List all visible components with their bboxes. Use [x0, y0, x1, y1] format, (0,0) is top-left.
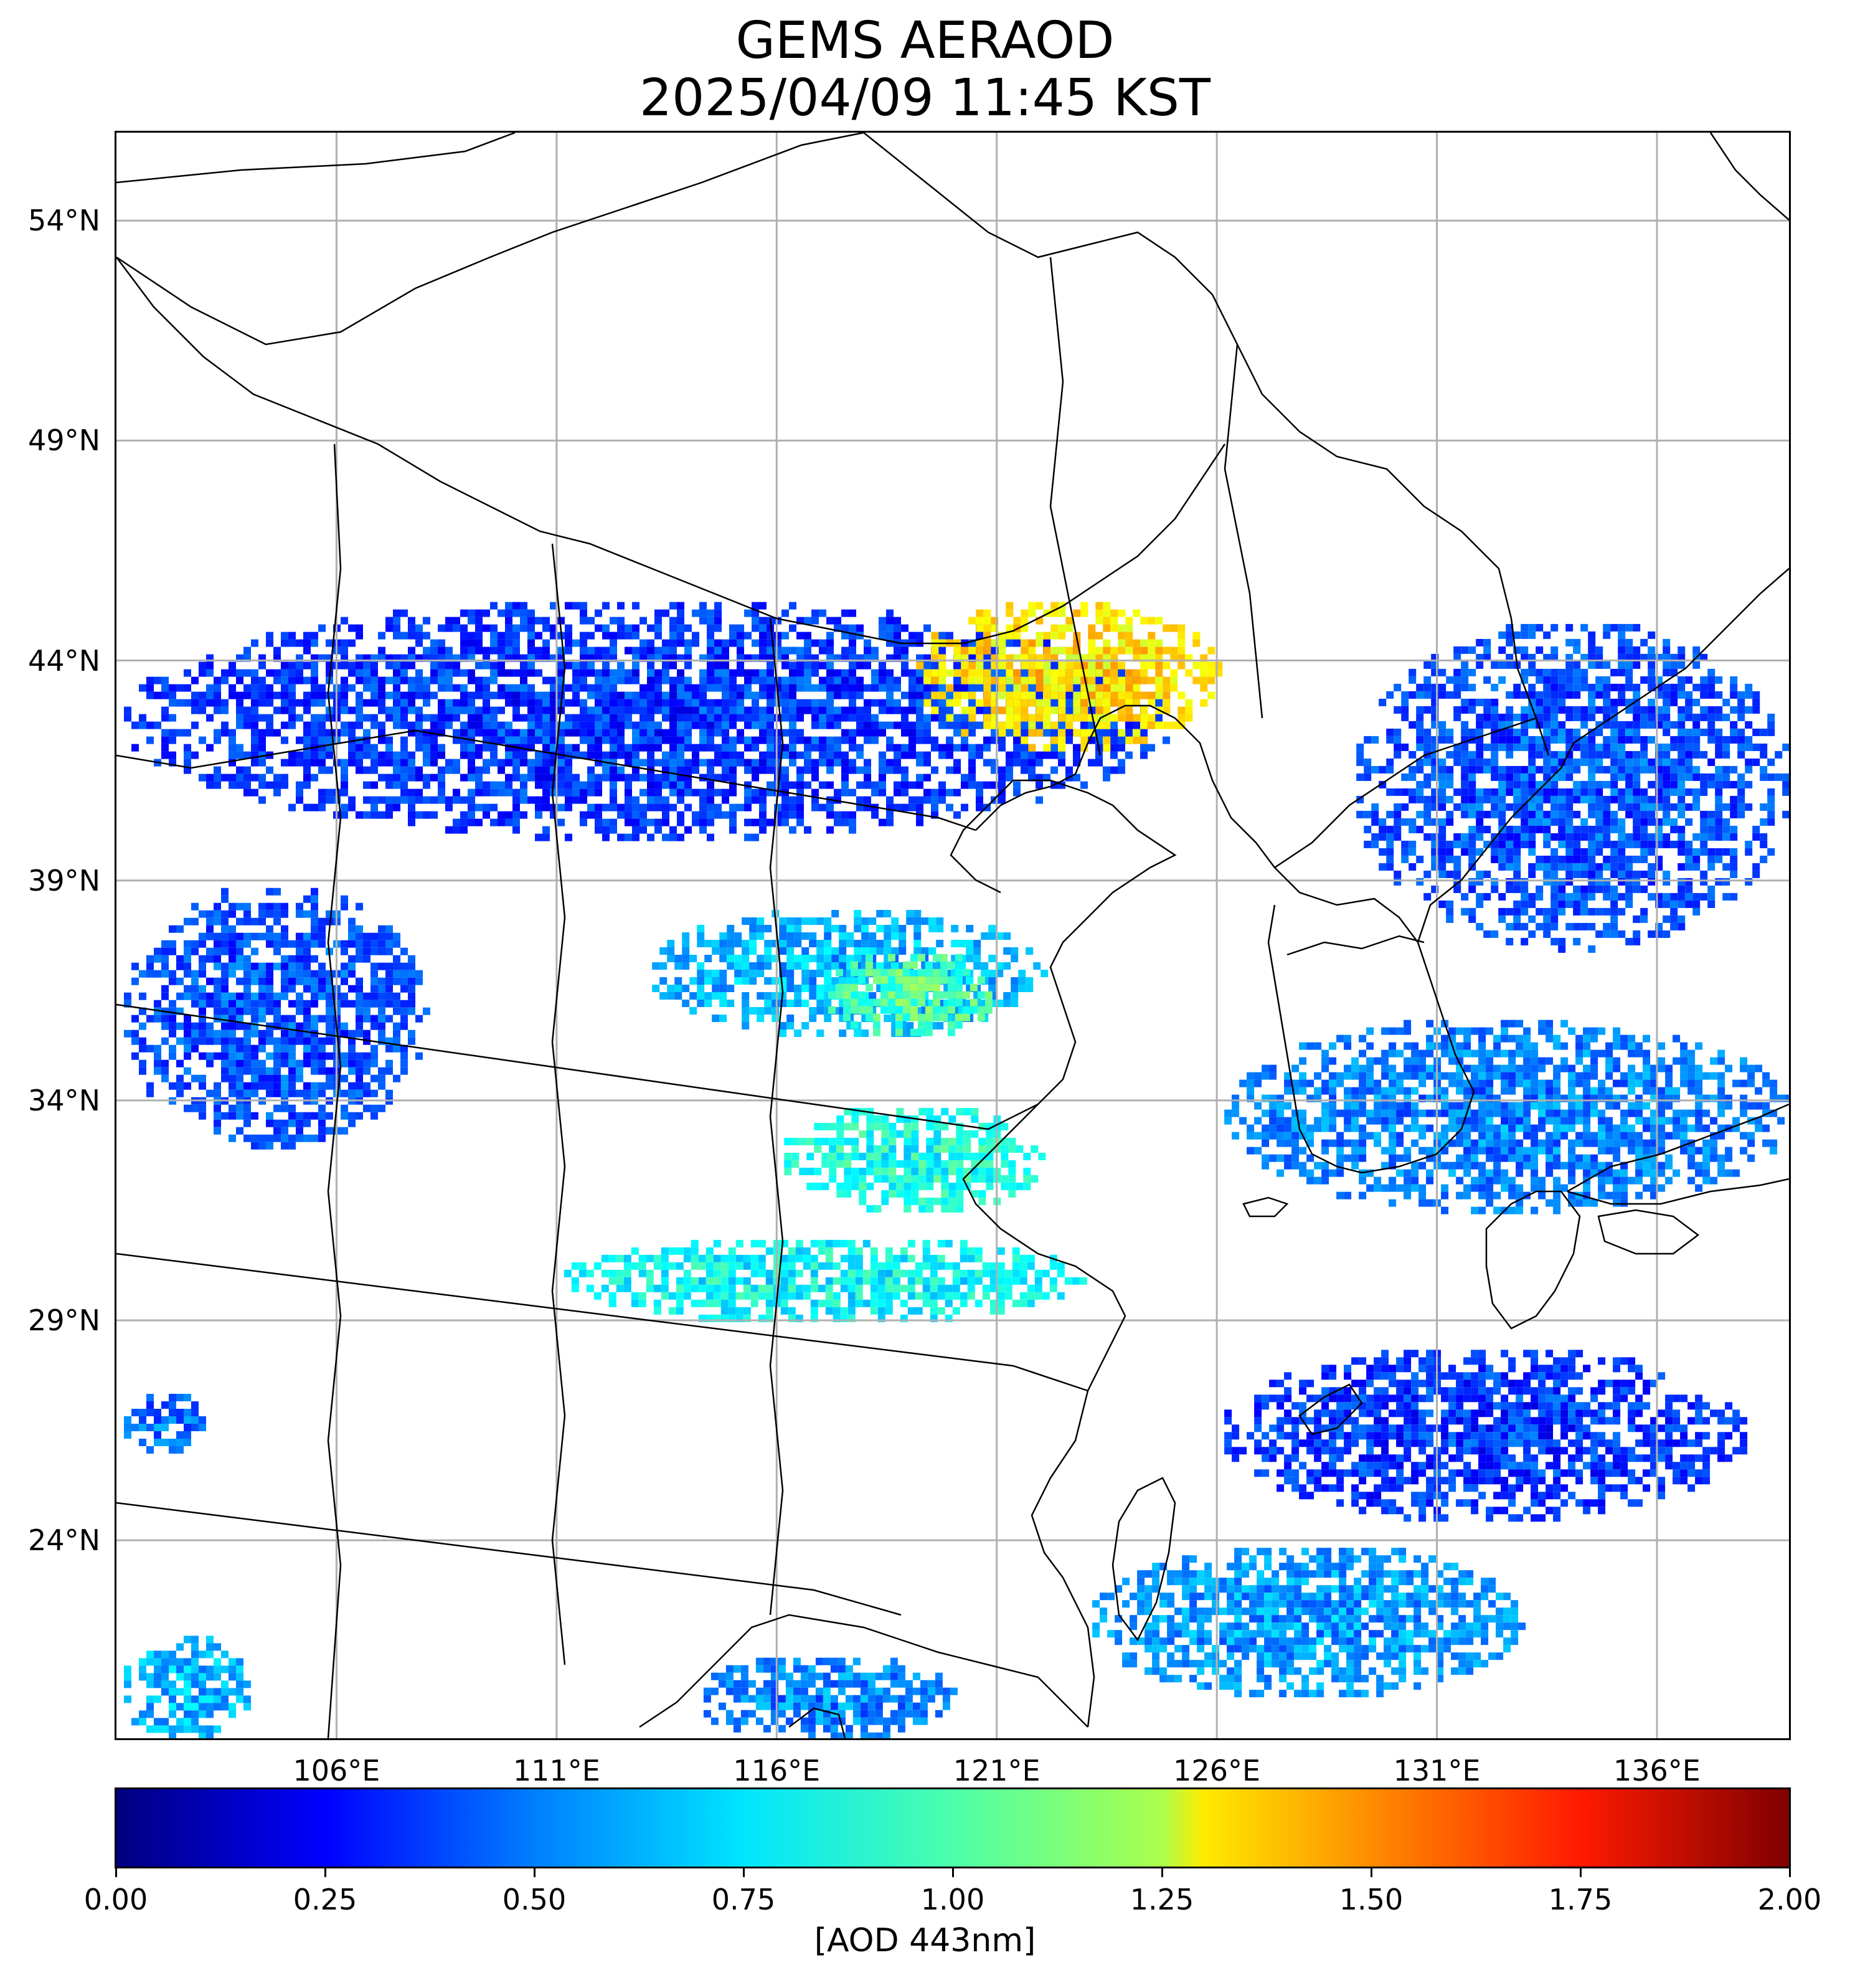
coastline-china — [639, 1614, 1088, 1728]
aod-patch — [124, 888, 430, 1150]
colorbar-tick-label: 1.00 — [920, 1883, 985, 1916]
province-line-v4 — [1049, 257, 1102, 756]
colorbar-tick-mark — [115, 1868, 117, 1877]
aod-patch — [1092, 1548, 1526, 1698]
aod-map — [116, 133, 1789, 1738]
coastline-okinawa — [1298, 1383, 1363, 1436]
coastline-japan-kyushu — [1485, 1190, 1581, 1330]
colorbar-tick-mark — [1161, 1868, 1163, 1877]
lat-tick-label: 34°N — [28, 1083, 100, 1117]
colorbar-tick-label: 1.75 — [1548, 1883, 1613, 1916]
colorbar-tick-label: 0.25 — [293, 1883, 357, 1916]
aod-patch — [124, 1635, 251, 1738]
province-line-2 — [116, 1003, 1039, 1130]
aod-patch — [124, 1394, 206, 1454]
colorbar-tick-mark — [533, 1868, 536, 1877]
coastline-korea — [1267, 867, 1475, 1174]
lat-tick-label: 29°N — [28, 1304, 100, 1337]
aod-patch — [1224, 1020, 1789, 1214]
lat-tick-label: 39°N — [28, 863, 100, 897]
border-china-russia — [863, 133, 1550, 756]
province-line-3 — [116, 1252, 1088, 1392]
lat-tick-label: 44°N — [28, 643, 100, 678]
coastline-jeju — [1242, 1196, 1289, 1218]
coastline-russia-far-east — [1573, 568, 1789, 744]
coastline-bohai — [975, 704, 1275, 868]
lat-tick-label: 24°N — [28, 1523, 100, 1558]
province-line-v3 — [769, 618, 784, 1616]
coastline-japan-shikoku — [1597, 1209, 1700, 1255]
colorbar-tick-label: 0.00 — [83, 1883, 148, 1916]
coastline-taiwan — [1111, 1477, 1176, 1642]
colorbar-tick-label: 1.25 — [1130, 1883, 1194, 1916]
province-line-4 — [116, 1502, 902, 1616]
aod-layer — [124, 602, 1789, 1738]
border-korea-dmz — [1286, 935, 1425, 956]
border-china-korea — [1274, 717, 1537, 869]
border-mongolia-south — [116, 133, 864, 346]
lon-tick-label: 116°E — [733, 1754, 821, 1787]
colorbar-tick-mark — [1788, 1868, 1791, 1877]
lon-tick-label: 106°E — [293, 1754, 380, 1787]
colorbar-tick-label: 0.75 — [711, 1883, 776, 1916]
lon-tick-label: 111°E — [512, 1754, 600, 1787]
aod-patch — [1356, 623, 1789, 953]
lat-tick-label: 54°N — [28, 204, 100, 238]
province-line-1 — [116, 729, 976, 831]
map-panel[interactable] — [115, 131, 1791, 1740]
colorbar-tick-mark — [951, 1868, 954, 1877]
aod-patch — [828, 954, 993, 1036]
colorbar-tick-mark — [324, 1868, 326, 1877]
aod-patch — [916, 602, 1223, 752]
province-line-v1 — [327, 443, 342, 1738]
lon-tick-label: 126°E — [1173, 1754, 1261, 1787]
colorbar-tick-mark — [742, 1868, 745, 1877]
coastline-korea-east — [1417, 742, 1575, 943]
map-timestamp: 2025/04/09 11:45 KST — [639, 69, 1211, 128]
province-line-v2 — [551, 543, 566, 1665]
lon-tick-label: 136°E — [1613, 1754, 1701, 1787]
aod-patch — [1224, 1350, 1748, 1522]
colorbar — [115, 1787, 1791, 1868]
graticule — [116, 133, 1789, 1738]
province-line-v5 — [1224, 344, 1263, 719]
coastline-hainan — [788, 1707, 846, 1738]
colorbar-tick-label: 2.00 — [1757, 1883, 1822, 1916]
aod-patch — [784, 1107, 1046, 1213]
coastline-japan-honshu — [1567, 1103, 1789, 1205]
lon-tick-label: 131°E — [1393, 1754, 1481, 1787]
colorbar-tick-mark — [1579, 1868, 1582, 1877]
colorbar-tick-mark — [1370, 1868, 1372, 1877]
map-title: GEMS AERAOD — [735, 11, 1115, 70]
border-china-mongolia — [116, 257, 1226, 645]
colorbar-tick-label: 1.50 — [1339, 1883, 1404, 1916]
boundaries — [116, 133, 1789, 1738]
border-russia-mongolia — [116, 133, 516, 184]
lat-tick-label: 49°N — [28, 424, 100, 458]
colorbar-tick-label: 0.50 — [502, 1883, 567, 1916]
lon-tick-label: 121°E — [953, 1754, 1041, 1787]
aod-patch — [703, 1657, 958, 1738]
aod-patch — [564, 1239, 1087, 1322]
coastline-sakhalin — [1709, 133, 1789, 220]
colorbar-label: [AOD 443nm] — [814, 1922, 1036, 1959]
